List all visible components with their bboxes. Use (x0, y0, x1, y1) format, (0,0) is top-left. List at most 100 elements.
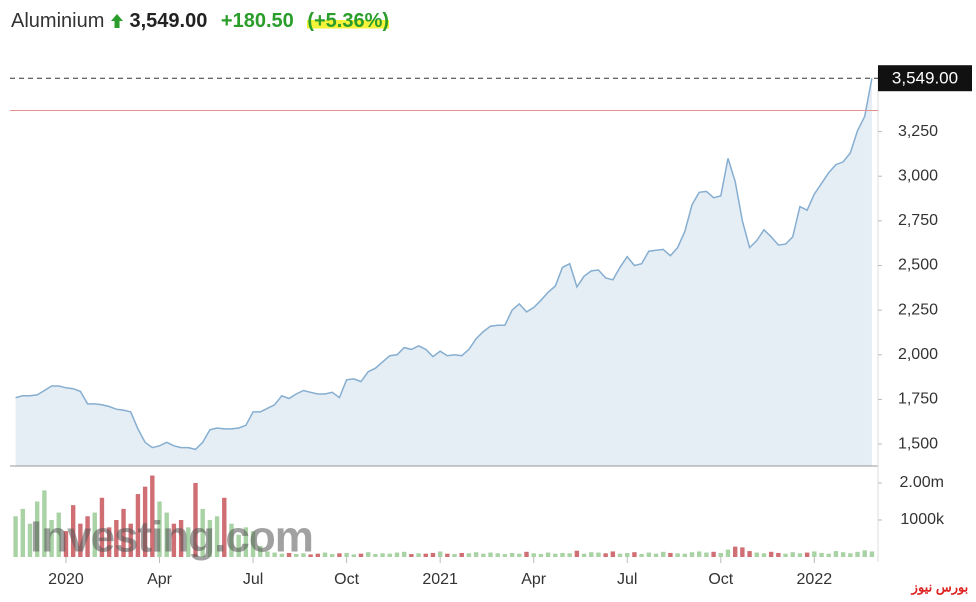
volume-bar (646, 552, 652, 557)
volume-bar (157, 501, 162, 557)
volume-bar (243, 527, 249, 557)
volume-bar (459, 552, 464, 557)
volume-bar (409, 554, 414, 557)
volume-bar (63, 531, 69, 557)
volume-bar (272, 552, 277, 557)
volume-bar (308, 554, 313, 557)
volume-bar (833, 551, 839, 557)
volume-bar (761, 553, 767, 557)
volume-bar (697, 551, 702, 557)
volume-bar (301, 553, 306, 557)
volume-bar (380, 553, 385, 557)
volume-bar (603, 553, 608, 557)
volume-bar (725, 549, 731, 557)
volume-bar (337, 553, 342, 557)
price-line (15, 78, 873, 451)
volume-bar (574, 550, 580, 557)
volume-bar (358, 553, 364, 557)
volume-bar (840, 552, 846, 557)
volume-bar (581, 553, 587, 557)
volume-bar (509, 552, 515, 557)
volume-bar (855, 551, 860, 557)
volume-bar (56, 512, 61, 557)
volume-bar (78, 523, 83, 557)
y-tick-label: 2,500 (898, 257, 938, 274)
x-tick-label: Apr (521, 571, 547, 588)
change-percent: (+5.36%) (307, 10, 390, 32)
volume-bar (452, 554, 457, 557)
price-area (15, 78, 872, 466)
volume-tick-label: 2.00m (900, 474, 944, 491)
volume-bar (423, 553, 428, 557)
y-tick-label: 1,750 (898, 391, 938, 408)
volume-bar (258, 545, 263, 557)
volume-bar (732, 546, 738, 557)
volume-bar (560, 552, 565, 557)
volume-bar (682, 553, 688, 557)
volume-bar (416, 553, 421, 557)
volume-bar (869, 551, 875, 557)
volume-bar (524, 551, 529, 557)
volume-bar (286, 552, 292, 557)
last-price-badge (878, 65, 972, 92)
volume-bar (121, 508, 126, 557)
header: Aluminium 3,549.00 +180.50 (+5.36%) (11, 10, 390, 33)
volume-bar (42, 490, 47, 557)
volume-bar (85, 516, 90, 557)
volume-bar (481, 553, 486, 557)
volume-bar (186, 527, 191, 557)
y-tick-label: 2,000 (898, 346, 938, 363)
volume-bar (531, 553, 536, 557)
volume-bar (92, 512, 97, 557)
volume-bar (466, 553, 472, 557)
volume-bar (344, 552, 349, 557)
volume-bar (178, 519, 184, 557)
volume-bar (495, 553, 500, 557)
volume-bar (315, 553, 321, 557)
volume-bar (790, 552, 795, 557)
volume-bar (128, 523, 133, 557)
x-tick-label: 2022 (797, 571, 833, 588)
volume-bar (711, 551, 716, 557)
volume-bar (114, 519, 119, 557)
volume-bar (20, 508, 25, 557)
volume-bar (150, 475, 155, 557)
volume-bar (538, 554, 544, 557)
volume-tick-label: 1000k (900, 511, 945, 528)
volume-bar (848, 553, 853, 557)
volume-bar (653, 553, 659, 557)
volume-bar (826, 553, 831, 557)
volume-bar (222, 497, 227, 557)
volume-bar (99, 497, 105, 557)
volume-bar (394, 552, 400, 557)
volume-bar (365, 552, 371, 557)
volume-bar (819, 552, 824, 557)
volume-bar (517, 553, 522, 557)
volume-bar (135, 494, 141, 557)
volume-bar (34, 501, 40, 557)
volume-bar (747, 551, 752, 557)
volume-bar (279, 553, 285, 557)
volume-bar (171, 523, 177, 557)
volume-bar (754, 552, 759, 557)
x-tick-label: 2020 (48, 571, 84, 588)
x-tick-label: Oct (708, 571, 733, 588)
last-price-label: 3,549.00 (892, 69, 958, 88)
volume-bar (639, 554, 644, 557)
instrument-name: Aluminium (11, 10, 105, 32)
volume-bar (330, 554, 335, 557)
x-tick-label: Oct (334, 571, 359, 588)
volume-bar (236, 534, 241, 557)
volume-bar (632, 552, 637, 557)
volume-bar (200, 508, 205, 557)
volume-bar (661, 551, 666, 557)
volume-bar (718, 552, 723, 557)
volume-bar (545, 552, 551, 557)
volume-bar (49, 519, 54, 557)
volume-bar (430, 552, 436, 557)
volume-bar (214, 516, 220, 557)
up-arrow (110, 14, 123, 28)
volume-bar (401, 551, 407, 557)
